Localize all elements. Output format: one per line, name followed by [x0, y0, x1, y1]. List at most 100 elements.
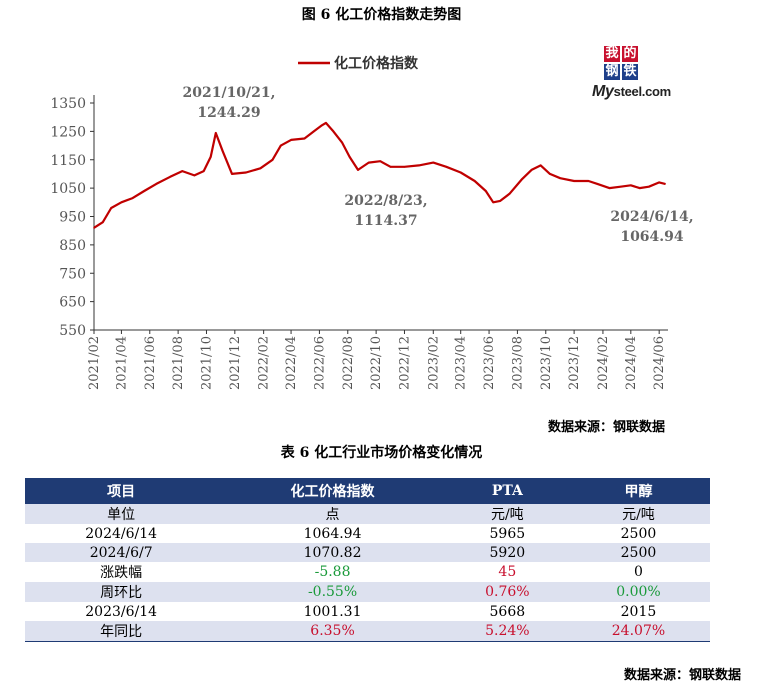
table-header-row: 项目 化工价格指数 PTA 甲醇	[25, 478, 710, 504]
data-point	[303, 137, 306, 140]
data-point	[445, 166, 448, 168]
table-row: 单位点元/吨 元/吨	[25, 504, 710, 524]
table-cell: 元/吨	[447, 504, 567, 524]
table-row: 年同比 6.35% 5.24% 24.07%	[25, 621, 710, 642]
table-row: 2023/6/14 1001.31 5668 2015	[25, 602, 710, 621]
mysteel-logo: 我 的 钢 铁 Mysteel.com	[592, 46, 672, 104]
data-point	[143, 190, 145, 192]
table-source-label: 数据来源：钢联数据	[623, 668, 741, 683]
data-point	[202, 170, 205, 172]
y-tick-label: 650	[59, 295, 86, 311]
table-cell: 2024/6/7	[25, 543, 218, 562]
table-cell: 5.24%	[447, 621, 567, 642]
x-tick-label: 2023/02	[426, 336, 441, 390]
data-point	[245, 171, 247, 174]
legend-label: 化工价格指数	[334, 55, 419, 72]
logo-char: 钢	[604, 64, 620, 80]
data-point	[418, 164, 420, 167]
x-tick-label: 2023/04	[454, 336, 469, 390]
x-tick-label: 2021/12	[228, 336, 243, 390]
y-tick-label: 1350	[50, 96, 86, 112]
data-point	[608, 187, 611, 189]
x-tick-label: 2022/10	[369, 336, 384, 390]
data-point	[357, 169, 359, 171]
data-point	[473, 180, 476, 182]
data-point	[664, 183, 667, 185]
data-point	[520, 178, 523, 181]
data-point	[280, 144, 282, 147]
data-point	[93, 227, 95, 229]
annotation-date: 2022/8/23,	[344, 193, 427, 209]
data-point	[573, 180, 575, 182]
table-cell: 周环比	[25, 582, 218, 602]
y-tick-label: 1050	[50, 181, 86, 197]
data-point	[539, 164, 542, 167]
table-cell: 年同比	[25, 621, 218, 642]
data-point	[221, 150, 224, 153]
data-point	[169, 175, 172, 178]
data-point	[492, 201, 495, 204]
data-point	[531, 168, 533, 171]
x-tick-label: 2022/08	[341, 336, 356, 390]
header-pta: PTA	[447, 478, 567, 504]
data-point	[155, 183, 158, 185]
y-tick-label: 750	[59, 266, 86, 282]
header-item: 项目	[25, 478, 218, 504]
annotation-value: 1244.29	[197, 105, 260, 121]
table-cell: 5920	[447, 543, 567, 562]
data-point	[367, 161, 370, 164]
x-tick-label: 2024/04	[624, 336, 639, 390]
price-change-table: 项目 化工价格指数 PTA 甲醇 单位点元/吨 元/吨 2024/6/14 1064.…	[25, 478, 710, 642]
table-cell: 2015	[620, 603, 657, 620]
y-tick-label: 550	[59, 323, 86, 339]
x-tick-label: 2023/08	[510, 336, 525, 390]
table-cell: 0	[634, 564, 643, 580]
x-tick-label: 2023/10	[539, 336, 554, 390]
table-cell: -5.88	[314, 564, 351, 580]
data-point	[110, 207, 112, 209]
table-cell: 1070.82	[217, 543, 448, 562]
data-point	[120, 201, 123, 204]
table-cell: 2500	[566, 543, 710, 562]
table-row: 2024/6/7 1070.82 5920 2500	[25, 543, 710, 562]
x-tick-label: 2024/02	[596, 336, 611, 390]
table-cell: 1001.31	[303, 603, 362, 620]
data-point	[325, 122, 327, 124]
y-tick-label: 950	[59, 210, 86, 226]
table-cell: 点	[217, 504, 448, 524]
data-point	[271, 158, 274, 161]
x-tick-label: 2022/04	[284, 336, 299, 390]
data-point	[320, 124, 323, 127]
table-row: 涨跌幅 -5.88 45 0	[25, 562, 710, 582]
table-cell: 45	[498, 564, 517, 580]
data-point	[508, 193, 511, 195]
x-tick-label: 2022/06	[312, 336, 327, 390]
table-cell: 1064.94	[303, 525, 362, 542]
logo-brand: Mysteel.com	[592, 83, 671, 100]
data-point	[259, 167, 262, 170]
y-tick-label: 1150	[50, 153, 86, 169]
data-point	[102, 221, 104, 223]
annotation-date: 2024/6/14,	[610, 209, 693, 225]
data-point	[231, 173, 233, 175]
data-point	[193, 174, 196, 177]
annotation-value: 1114.37	[354, 213, 417, 229]
x-tick-label: 2021/10	[199, 336, 214, 390]
y-tick-label: 1250	[50, 124, 86, 140]
x-tick-label: 2022/02	[257, 336, 272, 390]
chart-title: 图 6 化工价格指数走势图	[301, 7, 462, 23]
data-point	[587, 180, 590, 182]
data-point	[485, 190, 487, 192]
table-cell: 5668	[489, 603, 526, 620]
data-point	[389, 166, 392, 168]
data-point	[658, 181, 660, 184]
x-tick-label: 2021/02	[87, 336, 102, 390]
x-tick-label: 2024/06	[652, 336, 667, 390]
table-cell: 涨跌幅	[100, 565, 143, 581]
data-point	[332, 130, 335, 133]
table-cell: 元/吨	[566, 504, 710, 524]
x-tick-label: 2021/04	[114, 336, 129, 390]
series-line	[93, 121, 666, 229]
data-point	[648, 185, 650, 188]
table-cell: -0.55%	[217, 582, 448, 602]
